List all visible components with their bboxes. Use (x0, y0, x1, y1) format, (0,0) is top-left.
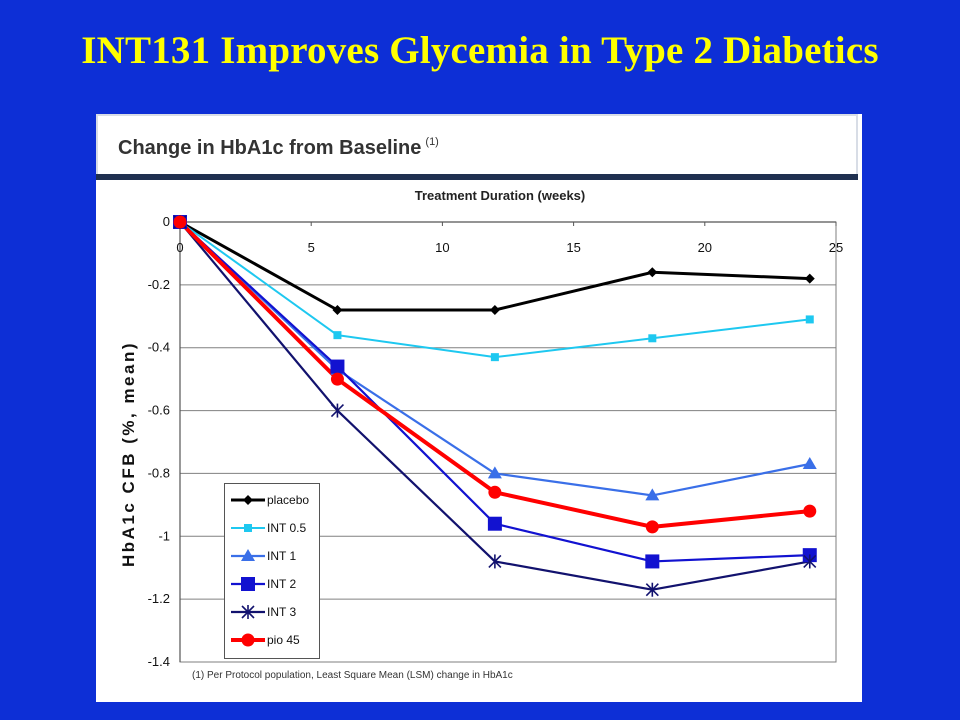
legend-swatch (231, 549, 265, 561)
y-tick-label: -1.4 (148, 654, 170, 669)
data-point (645, 488, 660, 501)
data-point (802, 457, 817, 469)
y-tick-label: -1 (158, 528, 170, 543)
legend-item: pio 45 (225, 630, 321, 650)
y-tick-label: -0.6 (148, 403, 170, 418)
legend-marker (241, 577, 255, 591)
data-point (645, 582, 659, 597)
legend-swatch (231, 605, 265, 619)
x-axis-title: Treatment Duration (weeks) (415, 188, 586, 203)
series-line-5 (178, 220, 810, 529)
footnote: (1) Per Protocol population, Least Squar… (192, 670, 513, 681)
legend-item: INT 2 (225, 574, 321, 594)
y-tick-label: -0.2 (148, 277, 170, 292)
series-line-1 (179, 221, 810, 359)
x-tick-label: 5 (308, 240, 315, 255)
panel-title: Change in HbA1c from Baseline (1) (118, 136, 439, 160)
legend-marker (241, 549, 255, 561)
data-point (648, 334, 657, 343)
legend-label: pio 45 (267, 633, 300, 647)
y-axis-title: HbA1c CFB (%, mean) (119, 341, 138, 567)
legend-label: INT 1 (267, 549, 297, 563)
x-tick-label: 15 (566, 240, 580, 255)
legend-label: INT 3 (267, 605, 297, 619)
legend-swatch (231, 524, 265, 532)
legend-marker (241, 633, 255, 647)
y-tick-label: -1.2 (148, 591, 170, 606)
data-point (487, 466, 502, 479)
series-line-0 (179, 220, 810, 312)
x-tick-label: 10 (435, 240, 449, 255)
legend-label: placebo (267, 493, 310, 507)
data-point (487, 516, 502, 531)
legend-item: INT 1 (225, 546, 321, 566)
data-point (645, 554, 660, 569)
header-rule (96, 174, 858, 180)
panel-title-superscript: (1) (425, 136, 439, 148)
data-point (330, 403, 345, 418)
legend-item: INT 0.5 (225, 518, 321, 538)
x-tick-label: 20 (698, 240, 712, 255)
data-point (645, 520, 659, 534)
data-point (803, 554, 817, 569)
x-tick-label: 25 (829, 240, 843, 255)
line-chart: 0 -0.2 -0.4 -0.6 -0.8 -1 -1.2 -1.4 0 5 10 15 20 25 Tre… (119, 188, 843, 669)
data-point (647, 267, 658, 278)
data-point (173, 215, 187, 229)
legend-swatch (231, 633, 265, 647)
data-point (488, 554, 502, 569)
data-point (333, 331, 342, 340)
data-point (330, 359, 345, 374)
x-tick-label: 0 (176, 240, 183, 255)
y-tick-label: 0 (163, 214, 170, 229)
data-point (805, 315, 814, 324)
legend-marker (244, 524, 252, 532)
chart-legend: placebo INT 0.5 INT 1 INT 2 INT 3 pio 45 (224, 483, 320, 659)
data-point (332, 305, 343, 315)
panel-title-text: Change in HbA1c from Baseline (118, 137, 422, 159)
data-point (330, 372, 344, 386)
legend-swatch (231, 577, 265, 591)
legend-swatch (231, 495, 265, 505)
legend-label: INT 2 (267, 577, 297, 591)
data-point (803, 504, 817, 518)
legend-marker (241, 605, 255, 619)
legend-item: placebo (225, 490, 321, 510)
data-point (489, 305, 500, 315)
legend-label: INT 0.5 (267, 521, 307, 535)
panel-header: Change in HbA1c from Baseline (1) (96, 114, 858, 176)
legend-item: INT 3 (225, 602, 321, 622)
y-tick-label: -0.4 (148, 340, 170, 355)
chart-panel: Change in HbA1c from Baseline (1) 0 -0.2 -0… (96, 114, 862, 702)
legend-marker (243, 495, 253, 505)
data-point (488, 485, 502, 499)
data-point (804, 273, 815, 284)
data-point (490, 353, 499, 362)
slide-title: INT131 Improves Glycemia in Type 2 Diabe… (81, 29, 879, 72)
y-tick-label: -0.8 (148, 465, 170, 480)
